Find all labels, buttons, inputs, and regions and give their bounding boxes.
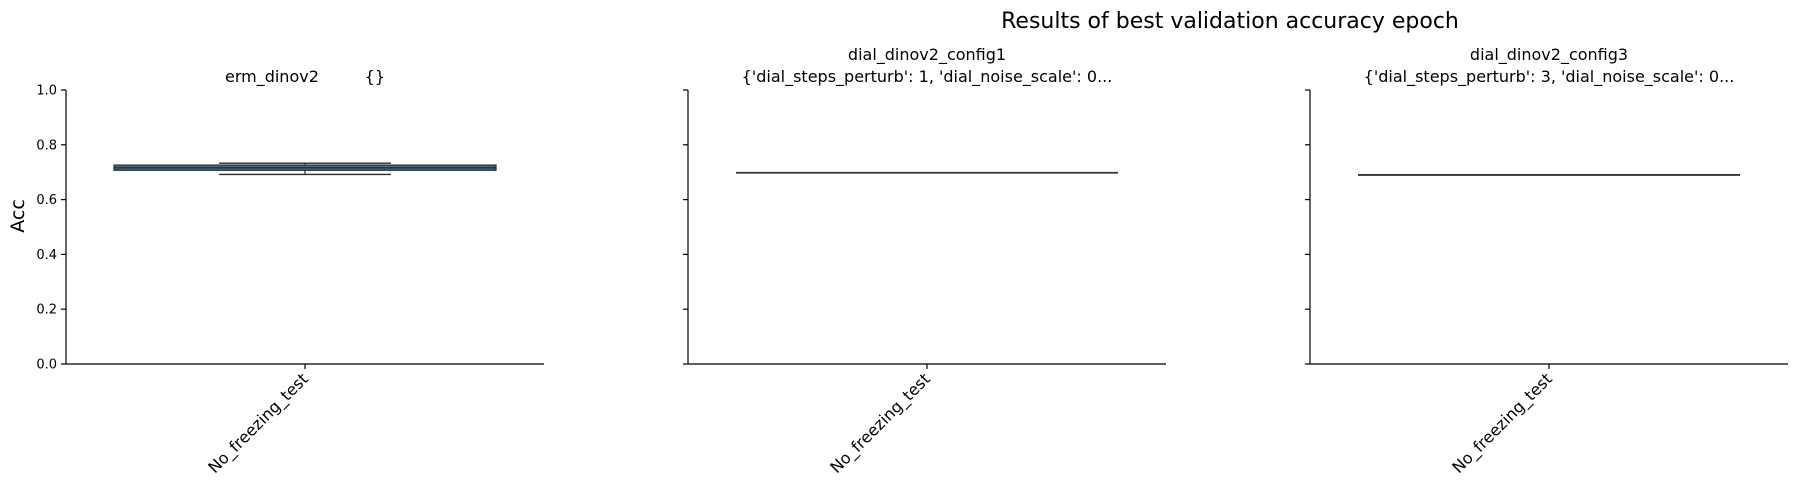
- subplot-title-line1: dial_dinov2_config3: [1470, 45, 1628, 65]
- subplot-panels: erm_dinov2 {} 0.0 0.2 0.4 0.6 0.8 1.0 No_freezi…: [36, 45, 1788, 478]
- x-tick-label: No_freezing_test: [204, 369, 312, 477]
- y-tick-label: 1.0: [36, 84, 57, 99]
- y-axis-label: Acc: [7, 199, 29, 233]
- y-tick-label: 0.8: [36, 138, 57, 153]
- subplot-title-line2: {'dial_steps_perturb': 3, 'dial_noise_sc…: [1364, 67, 1735, 87]
- subplot-title-line1: dial_dinov2_config1: [848, 45, 1006, 65]
- subplot-title-line2: {'dial_steps_perturb': 1, 'dial_noise_sc…: [742, 67, 1113, 87]
- figure-title: Results of best validation accuracy epoc…: [1001, 9, 1459, 34]
- subplot-title: erm_dinov2 {}: [225, 67, 385, 87]
- y-tick-label: 0.6: [36, 193, 57, 208]
- x-tick-label: No_freezing_test: [1448, 369, 1556, 477]
- y-tick-label: 0.4: [36, 248, 57, 263]
- subplot-2: dial_dinov2_config1{'dial_steps_perturb'…: [683, 45, 1166, 478]
- subplot-3: dial_dinov2_config3{'dial_steps_perturb'…: [1305, 45, 1788, 478]
- y-tick-label: 0.0: [36, 358, 57, 373]
- subplot-1: erm_dinov2 {} 0.0 0.2 0.4 0.6 0.8 1.0 No_freezi…: [36, 67, 544, 478]
- x-tick-label: No_freezing_test: [826, 369, 934, 477]
- y-tick-label: 0.2: [36, 303, 57, 318]
